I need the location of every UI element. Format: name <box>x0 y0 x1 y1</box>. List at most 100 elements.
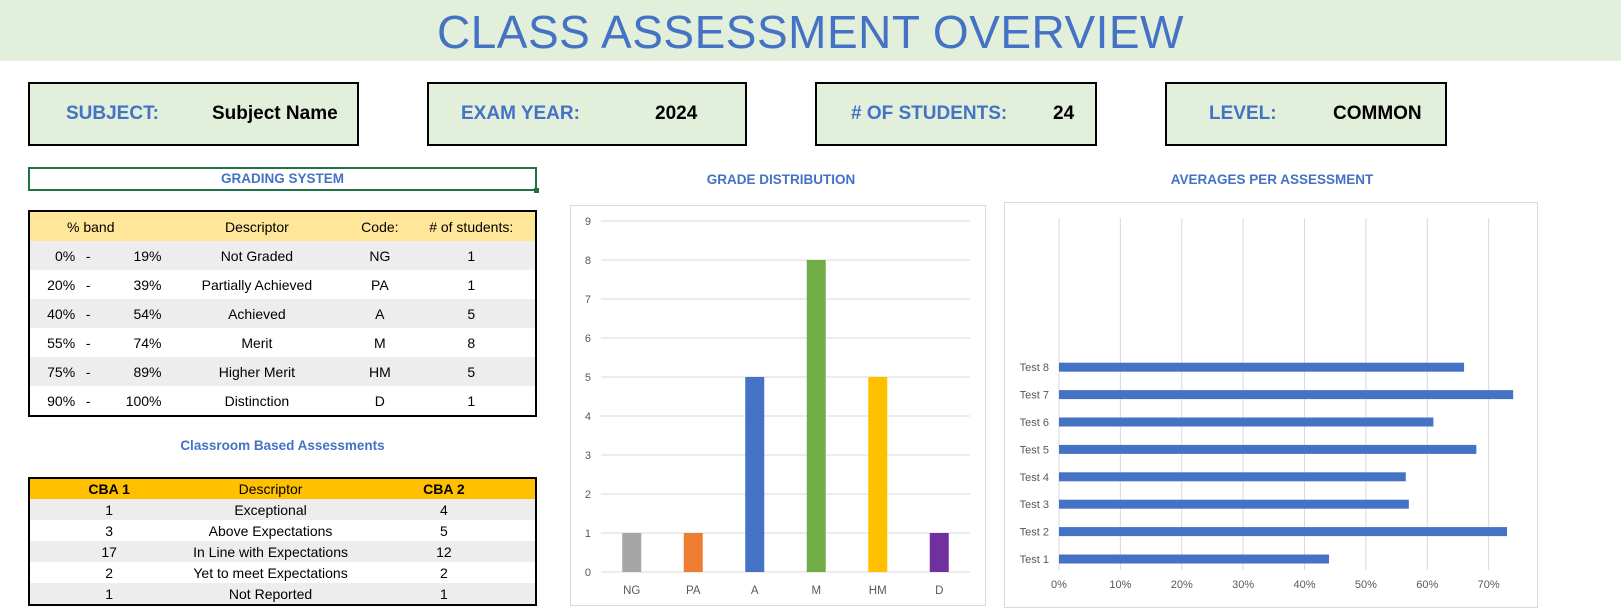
bar-test-2[interactable] <box>1059 527 1508 537</box>
band-high: 19% <box>101 241 162 270</box>
student-count: 5 <box>407 357 536 386</box>
cba1-count: 1 <box>29 499 189 520</box>
cba2-count: 2 <box>440 564 448 581</box>
x-tick-label: 40% <box>1293 579 1315 591</box>
cba2-count: 1 <box>352 583 536 605</box>
grading-table: % band Descriptor Code: # of students: 0… <box>28 210 537 417</box>
band-dash: - <box>85 334 91 351</box>
grade-distribution-chart[interactable]: 0 1 2 3 4 5 6 7 8 9 NG PA A M HM D <box>570 205 986 606</box>
band-low: 0% <box>29 241 76 270</box>
band-low: 55% <box>47 334 76 351</box>
grade-distribution-svg: 0 1 2 3 4 5 6 7 8 9 NG PA A M HM D <box>585 216 970 597</box>
bar-test-1[interactable] <box>1059 554 1330 564</box>
table-row: 75% - 89% Higher Merit HM 5 <box>29 357 536 386</box>
grading-system-title-cell[interactable]: GRADING SYSTEM <box>28 167 539 193</box>
subject-box: SUBJECT: Subject Name <box>28 82 359 146</box>
y-tick-label: 3 <box>585 450 591 462</box>
cba2-count: 4 <box>352 499 536 520</box>
y-tick-label: 7 <box>585 294 591 306</box>
subject-value: Subject Name <box>212 103 338 124</box>
students-box: # OF STUDENTS: 24 <box>815 82 1097 146</box>
band-high: 74% <box>133 334 162 351</box>
table-row: 40% - 54% Achieved A 5 <box>29 299 536 328</box>
descriptor: Achieved <box>161 299 353 328</box>
header-descriptor: Descriptor <box>161 211 353 241</box>
code: NG <box>352 241 408 270</box>
x-tick-label: D <box>935 585 943 597</box>
band-high: 89% <box>101 357 162 386</box>
y-tick-label: Test 7 <box>1020 390 1049 402</box>
cba1-count: 3 <box>105 522 114 539</box>
band-high: 54% <box>101 299 162 328</box>
code: PA <box>371 276 389 293</box>
x-tick-label: A <box>751 585 759 597</box>
descriptor: Not Graded <box>161 241 353 270</box>
band-dash: - <box>75 241 102 270</box>
cba-header-row: CBA 1 Descriptor CBA 2 <box>29 478 536 499</box>
bar-d[interactable] <box>929 533 949 572</box>
table-row: 1 Not Reported 1 <box>29 583 536 605</box>
y-tick-label: Test 3 <box>1020 499 1049 511</box>
header-code: Code: <box>352 211 408 241</box>
descriptor: In Line with Expectations <box>188 541 353 562</box>
band-dash: - <box>85 276 91 293</box>
bar-test-6[interactable] <box>1059 417 1434 427</box>
bar-test-7[interactable] <box>1059 390 1514 400</box>
x-tick-label: PA <box>686 585 701 597</box>
level-label: LEVEL: <box>1209 103 1277 124</box>
code: M <box>374 334 386 351</box>
descriptor: Merit <box>241 334 273 351</box>
bar-test-5[interactable] <box>1059 444 1477 454</box>
cba-table: CBA 1 Descriptor CBA 2 1 Exceptional 4 3… <box>28 477 537 606</box>
exam-year-box: EXAM YEAR: 2024 <box>427 82 747 146</box>
band-high: 39% <box>133 276 162 293</box>
band-low: 40% <box>29 299 76 328</box>
bar-test-4[interactable] <box>1059 472 1406 482</box>
header-cba1: CBA 1 <box>29 478 189 499</box>
y-tick-label: Test 4 <box>1020 472 1049 484</box>
y-tick-label: Test 5 <box>1020 444 1049 456</box>
page-title: CLASS ASSESSMENT OVERVIEW <box>436 6 1185 58</box>
x-tick-label: 30% <box>1232 579 1254 591</box>
x-tick-label: 0% <box>1051 579 1067 591</box>
header-band: % band <box>29 211 162 241</box>
y-tick-label: 9 <box>585 216 591 228</box>
x-tick-label: 20% <box>1171 579 1193 591</box>
title-banner: CLASS ASSESSMENT OVERVIEW <box>0 0 1621 61</box>
x-tick-label: NG <box>623 585 640 597</box>
level-value: COMMON <box>1333 103 1422 124</box>
bar-hm[interactable] <box>868 377 888 572</box>
header-cba2: CBA 2 <box>352 478 536 499</box>
band-dash: - <box>75 357 102 386</box>
student-count: 1 <box>407 241 536 270</box>
bar-pa[interactable] <box>683 533 703 572</box>
header-descriptor: Descriptor <box>188 478 353 499</box>
x-tick-label: 60% <box>1416 579 1438 591</box>
y-tick-label: Test 1 <box>1020 554 1049 566</box>
fill-handle[interactable] <box>534 188 539 193</box>
student-count: 1 <box>467 276 476 293</box>
student-count: 8 <box>467 334 476 351</box>
table-row: 20% - 39% Partially Achieved PA 1 <box>29 270 536 299</box>
bar-ng[interactable] <box>622 533 642 572</box>
cba2-count: 5 <box>440 522 448 539</box>
x-tick-label: 10% <box>1109 579 1131 591</box>
descriptor: Exceptional <box>188 499 353 520</box>
descriptor: Higher Merit <box>161 357 353 386</box>
bar-test-8[interactable] <box>1059 362 1465 372</box>
grading-system-title: GRADING SYSTEM <box>220 171 344 186</box>
code: A <box>352 299 408 328</box>
descriptor: Not Reported <box>188 583 353 605</box>
bar-test-3[interactable] <box>1059 499 1409 509</box>
bar-m[interactable] <box>806 260 826 572</box>
table-row: 1 Exceptional 4 <box>29 499 536 520</box>
table-row: 2 Yet to meet Expectations 2 <box>29 562 536 583</box>
y-tick-label: Test 2 <box>1020 527 1049 539</box>
y-tick-label: Test 6 <box>1020 417 1049 429</box>
cba1-count: 2 <box>105 564 114 581</box>
x-tick-label: 70% <box>1478 579 1500 591</box>
bar-a[interactable] <box>745 377 765 572</box>
y-tick-label: Test 8 <box>1020 362 1049 374</box>
